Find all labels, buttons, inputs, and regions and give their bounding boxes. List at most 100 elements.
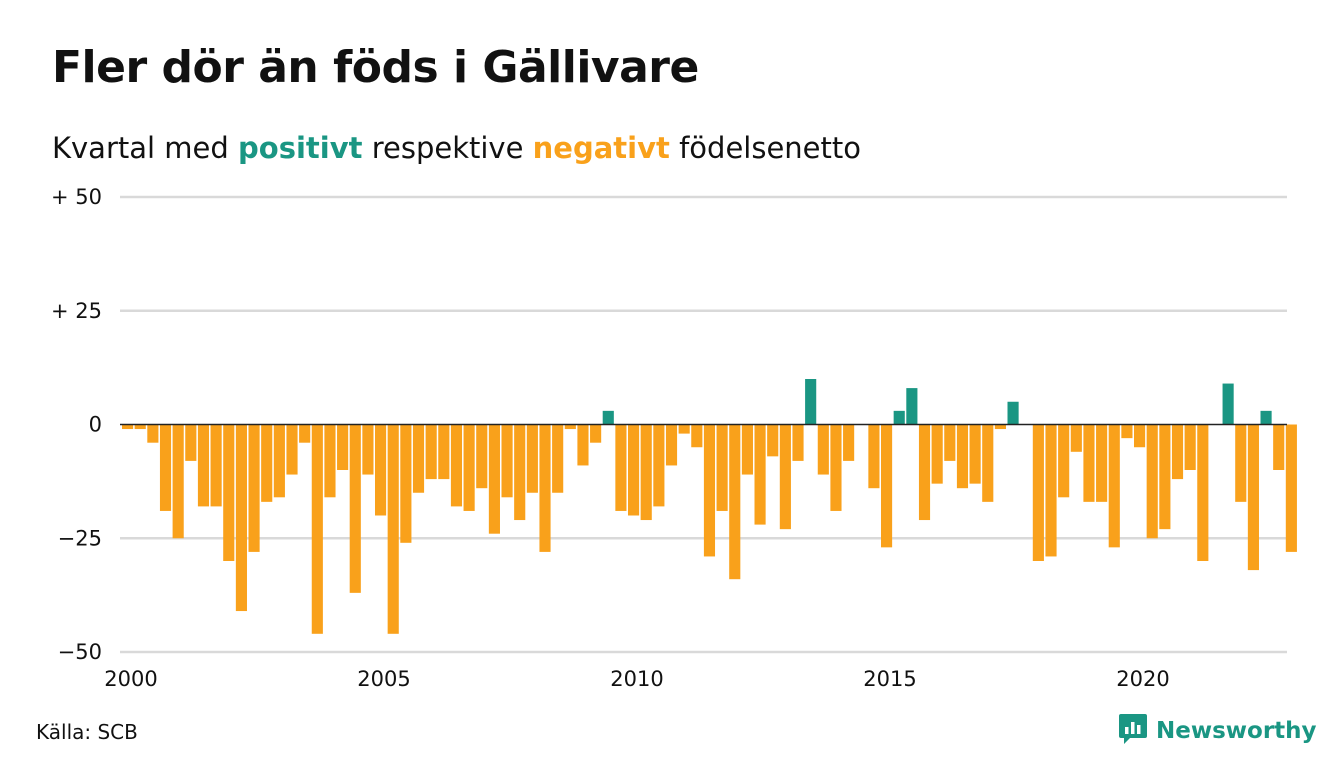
y-tick-label: −50	[58, 640, 102, 664]
bar	[1070, 424, 1082, 452]
bar	[450, 424, 463, 507]
bar	[665, 424, 678, 466]
bar	[1171, 424, 1184, 480]
bar	[1032, 424, 1044, 561]
bar	[425, 424, 437, 480]
bar	[185, 424, 197, 461]
bar	[729, 424, 741, 580]
bar	[944, 424, 956, 461]
subtitle-before: Kvartal med	[52, 131, 229, 165]
bar	[1260, 410, 1272, 425]
bar	[488, 424, 500, 534]
chart-title: Fler dör än föds i Gällivare	[52, 42, 699, 93]
bar	[159, 424, 172, 511]
bar	[956, 424, 969, 489]
bar	[1285, 424, 1297, 552]
bar	[868, 424, 880, 489]
bar	[273, 424, 285, 498]
bar	[1134, 424, 1146, 448]
bar	[286, 424, 298, 475]
bar	[311, 424, 323, 634]
bar	[1197, 424, 1209, 561]
bar	[817, 424, 829, 475]
bar	[805, 379, 817, 425]
bar	[1108, 424, 1120, 548]
bar	[1007, 401, 1019, 425]
bar	[678, 424, 690, 434]
bars	[122, 379, 1297, 634]
bar	[754, 424, 766, 525]
source-note: Källa: SCB	[36, 720, 138, 744]
bar	[691, 424, 703, 448]
x-tick-label: 2005	[357, 667, 410, 691]
subtitle-after: födelsenetto	[679, 131, 861, 165]
subtitle-positive: positivt	[238, 131, 363, 165]
y-tick-label: −25	[58, 526, 102, 550]
y-axis-ticks: + 50 + 25 0 −25 −50	[51, 185, 102, 664]
bar	[1273, 424, 1285, 470]
bar	[918, 424, 931, 521]
bar	[552, 424, 564, 493]
bar	[628, 424, 640, 516]
bar	[1045, 424, 1057, 557]
bar	[362, 424, 374, 475]
bar	[400, 424, 412, 543]
bar	[931, 424, 943, 484]
bar	[539, 424, 551, 552]
y-tick-label: 0	[89, 413, 102, 437]
bar	[210, 424, 222, 507]
bar	[1083, 424, 1095, 502]
bar	[994, 424, 1006, 430]
bar	[324, 424, 336, 498]
bar	[741, 424, 753, 475]
bar	[1184, 424, 1196, 470]
x-tick-label: 2015	[863, 667, 916, 691]
bar	[299, 424, 311, 443]
bar	[501, 424, 513, 498]
bar	[1247, 424, 1259, 571]
bar	[590, 424, 602, 443]
x-tick-label: 2010	[610, 667, 663, 691]
bar	[1146, 424, 1158, 539]
bar	[640, 424, 652, 521]
bar	[969, 424, 981, 484]
bar	[122, 424, 134, 430]
subtitle-negative: negativt	[532, 131, 670, 165]
bar	[577, 424, 589, 466]
bar	[375, 424, 387, 516]
bar	[134, 424, 146, 430]
bar	[172, 424, 184, 539]
bar	[261, 424, 273, 502]
x-tick-label: 2020	[1116, 667, 1169, 691]
bar	[564, 424, 576, 430]
chart-subtitle: Kvartal med positivt respektive negativt…	[52, 131, 861, 165]
brand-logo: Newsworthy	[1118, 713, 1317, 749]
bar	[881, 424, 893, 548]
bar	[1222, 383, 1234, 425]
bar	[982, 424, 994, 502]
bar	[476, 424, 488, 489]
bar	[1096, 424, 1108, 502]
bar	[653, 424, 665, 507]
brand-name: Newsworthy	[1156, 718, 1317, 744]
bar	[830, 424, 842, 511]
bar	[1235, 424, 1247, 502]
bar	[779, 424, 791, 530]
newsworthy-chart-bubble-icon	[1118, 713, 1148, 749]
bar	[767, 424, 779, 457]
y-tick-label: + 25	[51, 299, 102, 323]
bar	[387, 424, 399, 634]
bar	[893, 410, 905, 425]
bar	[223, 424, 235, 561]
bar	[412, 424, 425, 493]
bar	[843, 424, 855, 461]
bar	[792, 424, 804, 461]
x-tick-label: 2000	[104, 667, 157, 691]
bar	[147, 424, 159, 443]
bar	[197, 424, 210, 507]
bar	[703, 424, 716, 557]
bar	[438, 424, 450, 480]
bar	[463, 424, 475, 511]
bar	[615, 424, 627, 511]
